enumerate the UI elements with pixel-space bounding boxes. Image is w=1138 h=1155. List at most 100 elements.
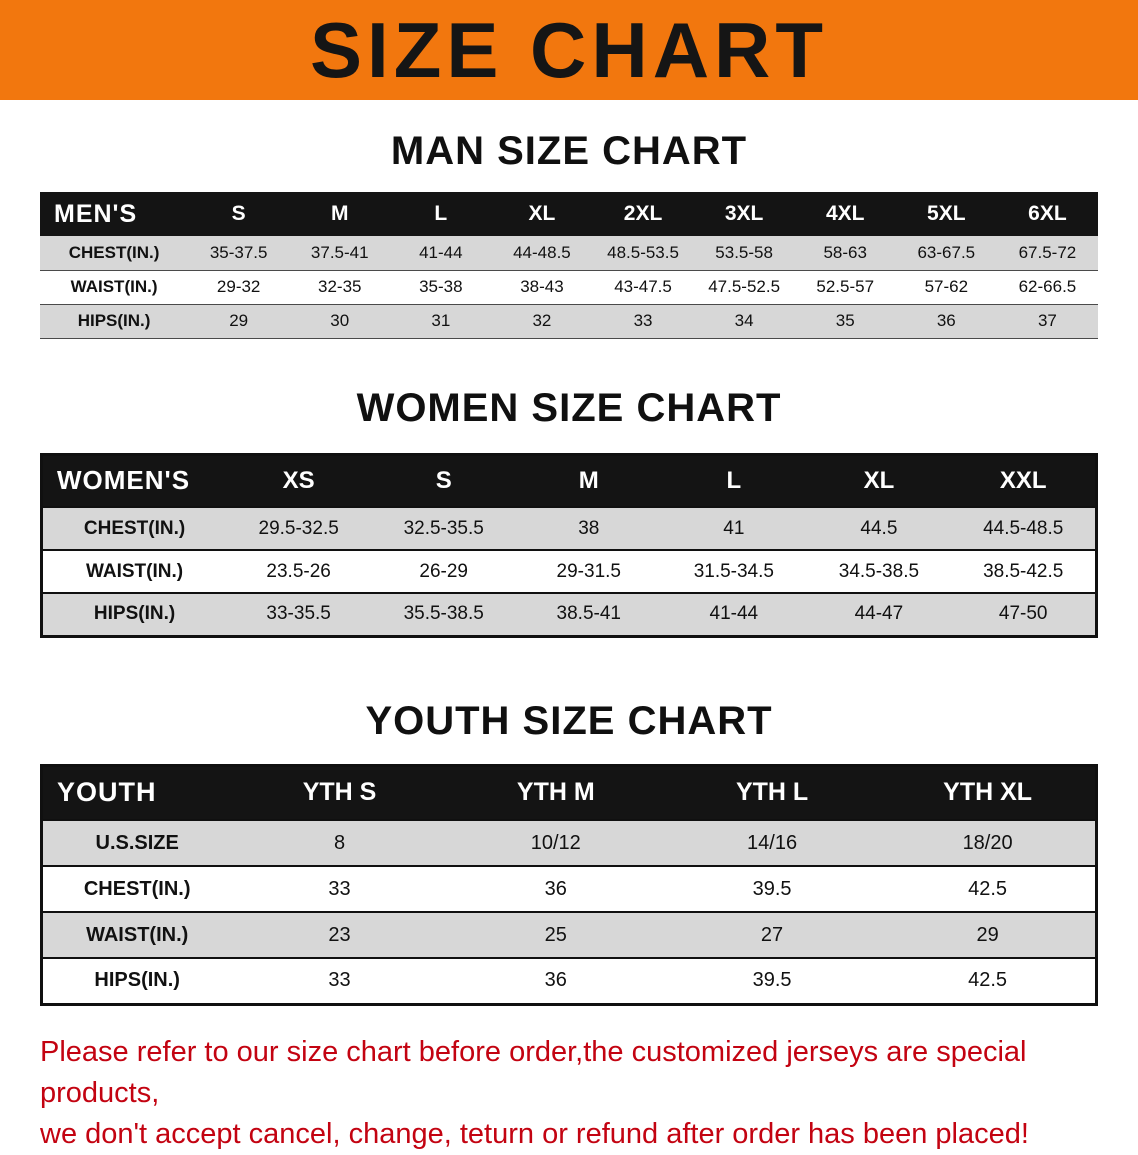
row-label-cell: U.S.SIZE [42, 820, 232, 866]
women-section-heading: WOMEN SIZE CHART [0, 385, 1138, 431]
size-header-cell: M [516, 454, 661, 507]
row-label-cell: HIPS(IN.) [42, 958, 232, 1004]
row-label-cell: CHEST(IN.) [42, 866, 232, 912]
size-header-cell: YTH XL [880, 765, 1096, 820]
value-cell: 23.5-26 [226, 550, 371, 593]
value-cell: 29 [188, 304, 289, 338]
value-cell: 62-66.5 [997, 270, 1098, 304]
value-cell: 34 [694, 304, 795, 338]
value-cell: 33-35.5 [226, 593, 371, 636]
size-header-cell: XS [226, 454, 371, 507]
row-label-cell: WAIST(IN.) [40, 270, 188, 304]
value-cell: 29.5-32.5 [226, 507, 371, 550]
row-label-cell: CHEST(IN.) [42, 507, 227, 550]
row-label-cell: WAIST(IN.) [42, 550, 227, 593]
value-cell: 38 [516, 507, 661, 550]
value-cell: 32-35 [289, 270, 390, 304]
value-cell: 63-67.5 [896, 236, 997, 270]
value-cell: 44-47 [806, 593, 951, 636]
value-cell: 36 [448, 958, 664, 1004]
value-cell: 10/12 [448, 820, 664, 866]
size-header-cell: 2XL [592, 192, 693, 236]
value-cell: 38.5-41 [516, 593, 661, 636]
size-header-cell: S [188, 192, 289, 236]
size-header-cell: 4XL [795, 192, 896, 236]
value-cell: 35 [795, 304, 896, 338]
value-cell: 42.5 [880, 958, 1096, 1004]
row-label-cell: WAIST(IN.) [42, 912, 232, 958]
value-cell: 47.5-52.5 [694, 270, 795, 304]
value-cell: 36 [448, 866, 664, 912]
size-header-cell: XL [806, 454, 951, 507]
value-cell: 37.5-41 [289, 236, 390, 270]
value-cell: 33 [592, 304, 693, 338]
order-policy-line-1: Please refer to our size chart before or… [40, 1032, 1098, 1114]
value-cell: 39.5 [664, 866, 880, 912]
value-cell: 53.5-58 [694, 236, 795, 270]
value-cell: 38.5-42.5 [951, 550, 1096, 593]
value-cell: 29-31.5 [516, 550, 661, 593]
value-cell: 14/16 [664, 820, 880, 866]
value-cell: 35.5-38.5 [371, 593, 516, 636]
value-cell: 38-43 [491, 270, 592, 304]
value-cell: 44.5 [806, 507, 951, 550]
youth-section-heading: YOUTH SIZE CHART [0, 698, 1138, 744]
value-cell: 42.5 [880, 866, 1096, 912]
size-header-cell: 5XL [896, 192, 997, 236]
table-title-cell: MEN'S [40, 192, 188, 236]
value-cell: 29 [880, 912, 1096, 958]
order-policy-line-2: we don't accept cancel, change, teturn o… [40, 1114, 1098, 1155]
row-label-cell: HIPS(IN.) [40, 304, 188, 338]
size-header-cell: L [390, 192, 491, 236]
value-cell: 30 [289, 304, 390, 338]
size-header-cell: 3XL [694, 192, 795, 236]
value-cell: 34.5-38.5 [806, 550, 951, 593]
size-header-cell: XL [491, 192, 592, 236]
value-cell: 57-62 [896, 270, 997, 304]
value-cell: 25 [448, 912, 664, 958]
page-title: SIZE CHART [310, 11, 828, 89]
size-header-cell: YTH L [664, 765, 880, 820]
value-cell: 47-50 [951, 593, 1096, 636]
value-cell: 29-32 [188, 270, 289, 304]
size-header-cell: L [661, 454, 806, 507]
value-cell: 27 [664, 912, 880, 958]
men-section-heading: MAN SIZE CHART [0, 128, 1138, 174]
value-cell: 52.5-57 [795, 270, 896, 304]
size-header-cell: 6XL [997, 192, 1098, 236]
value-cell: 44-48.5 [491, 236, 592, 270]
row-label-cell: HIPS(IN.) [42, 593, 227, 636]
value-cell: 41 [661, 507, 806, 550]
value-cell: 44.5-48.5 [951, 507, 1096, 550]
value-cell: 35-37.5 [188, 236, 289, 270]
value-cell: 48.5-53.5 [592, 236, 693, 270]
title-banner: SIZE CHART [0, 0, 1138, 100]
value-cell: 32 [491, 304, 592, 338]
value-cell: 41-44 [661, 593, 806, 636]
value-cell: 23 [231, 912, 447, 958]
row-label-cell: CHEST(IN.) [40, 236, 188, 270]
size-header-cell: XXL [951, 454, 1096, 507]
value-cell: 8 [231, 820, 447, 866]
value-cell: 39.5 [664, 958, 880, 1004]
value-cell: 36 [896, 304, 997, 338]
value-cell: 33 [231, 958, 447, 1004]
size-header-cell: M [289, 192, 390, 236]
size-header-cell: S [371, 454, 516, 507]
value-cell: 43-47.5 [592, 270, 693, 304]
